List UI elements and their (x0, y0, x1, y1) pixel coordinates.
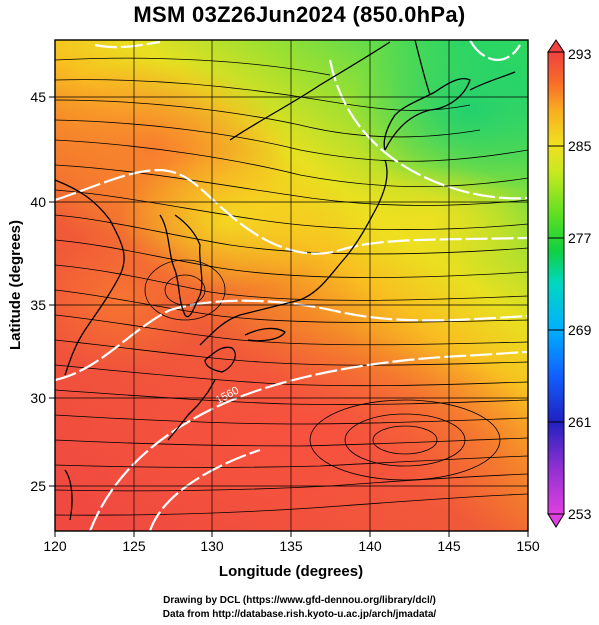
x-tick-label: 145 (437, 538, 461, 554)
x-tick-label: 135 (279, 538, 303, 554)
y-tick-label: 35 (30, 297, 46, 313)
colorbar-tick-label: 277 (568, 230, 592, 246)
colorbar-bar (547, 51, 565, 515)
y-axis-label: Latitude (degrees) (7, 220, 24, 350)
lat-lon-grid (55, 40, 528, 531)
colorbar-max-arrow (547, 39, 565, 53)
height-contours (55, 40, 528, 531)
colorbar-tick-label: 285 (568, 138, 592, 154)
credit-data: Data from http://database.rish.kyoto-u.a… (162, 609, 437, 620)
y-tick-label: 30 (30, 390, 46, 406)
map-title: MSM 03Z26Jun2024 (850.0hPa) (133, 2, 466, 27)
temperature-field (55, 40, 528, 531)
colorbar: 293 285 277 269 261 253 (547, 39, 592, 528)
x-tick-label: 120 (43, 538, 67, 554)
coastlines (55, 40, 516, 521)
colorbar-tick-label: 269 (568, 322, 592, 338)
colorbar-min-arrow (547, 513, 565, 528)
y-tick-label: 45 (30, 89, 46, 105)
colorbar-tick-label: 253 (568, 506, 592, 522)
x-tick-label: 140 (358, 538, 382, 554)
axis-ticks (49, 96, 529, 537)
x-tick-label: 125 (122, 538, 146, 554)
y-tick-label: 40 (30, 194, 46, 210)
x-tick-label: 130 (200, 538, 224, 554)
x-axis-label: Longitude (degrees) (219, 563, 363, 580)
colorbar-tick-label: 261 (568, 414, 592, 430)
credit-drawing: Drawing by DCL (https://www.gfd-dennou.o… (163, 595, 436, 606)
x-tick-label: 150 (516, 538, 540, 554)
y-tick-label: 25 (30, 478, 46, 494)
colorbar-tick-label: 293 (568, 46, 592, 62)
wind-streamlines (55, 57, 528, 516)
